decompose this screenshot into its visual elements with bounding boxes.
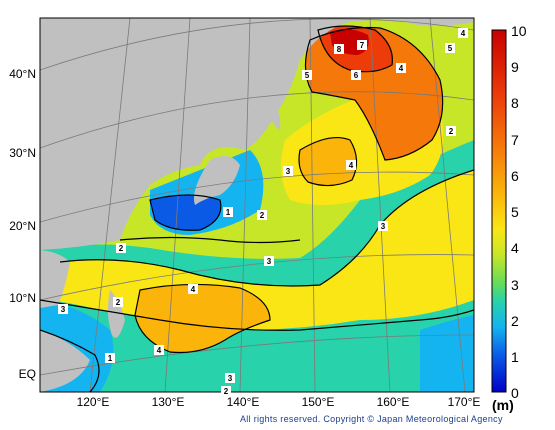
contour-label: 4: [191, 285, 196, 294]
latitude-label: 20°N: [9, 219, 36, 233]
contour-label-box: [188, 284, 198, 294]
contour-label: 1: [108, 354, 113, 363]
contour-label-box: [154, 345, 164, 355]
graticule: [40, 18, 474, 392]
contour-label-box: [223, 207, 233, 217]
japan-land: [194, 156, 240, 205]
contour-label: 3: [228, 374, 233, 383]
contour-label: 7: [360, 41, 365, 50]
contour-label-box: [446, 126, 456, 136]
contour-label: 2: [116, 298, 121, 307]
wave-region-blue-deep: [150, 195, 221, 231]
contour-label: 4: [461, 29, 466, 38]
colorbar: [491, 29, 507, 393]
philippines-land: [107, 290, 125, 338]
latitude-label: 10°N: [9, 291, 36, 305]
contour-label: 8: [337, 45, 342, 54]
contour-label: 5: [448, 44, 453, 53]
longitude-label: 140°E: [227, 395, 260, 409]
colorbar-tick: 10: [511, 23, 527, 39]
colorbar-tick: 7: [511, 132, 519, 148]
latitude-label: 30°N: [9, 146, 36, 160]
contour-label-box: [221, 386, 231, 396]
contour-label: 2: [224, 387, 229, 396]
colorbar-tick: 9: [511, 59, 519, 75]
contour-label-box: [225, 373, 235, 383]
copyright-credit: All rights reserved. Copyright © Japan M…: [240, 414, 503, 424]
colorbar-tick: 6: [511, 168, 519, 184]
contour-label-box: [334, 44, 344, 54]
contour-label-box: [105, 353, 115, 363]
contour-label: 4: [349, 161, 354, 170]
contour-label-box: [116, 243, 126, 253]
wave-region-orange-central: [299, 137, 357, 186]
colorbar-unit: (m): [492, 397, 514, 413]
contour-label: 3: [286, 167, 291, 176]
contour-label-box: [58, 304, 68, 314]
contour-label: 2: [119, 244, 124, 253]
contour-label-box: [445, 43, 455, 53]
colorbar-tick: 1: [511, 349, 519, 365]
longitude-label: 160°E: [377, 395, 410, 409]
colorbar-tick: 5: [511, 204, 519, 220]
contour-label-box: [113, 297, 123, 307]
contour-label: 2: [260, 211, 265, 220]
contour-label: 2: [449, 127, 454, 136]
longitude-label: 120°E: [77, 395, 110, 409]
contour-label: 6: [354, 71, 359, 80]
colorbar-ticks: 10 9 8 7 6 5 4 3 2 1 0: [511, 23, 527, 401]
contour-label-box: [458, 28, 468, 38]
contour-label: 3: [61, 305, 66, 314]
indochina-land: [40, 250, 70, 308]
colorbar-tick: 2: [511, 313, 519, 329]
map-frame: [39, 17, 475, 393]
contour-label: 3: [267, 257, 272, 266]
contour-label: 4: [399, 64, 404, 73]
contour-label-box: [396, 63, 406, 73]
contour-label: 3: [381, 222, 386, 231]
latitude-label: 40°N: [9, 67, 36, 81]
map-panel: [40, 18, 474, 392]
contour-labels: 8 7 6 5 4 4 5 2 4 3 3 2 1 2 3 4 3 2 1: [58, 28, 468, 396]
contour-label-box: [283, 166, 293, 176]
contour-label-box: [346, 160, 356, 170]
longitude-label: 170°E: [448, 395, 481, 409]
asian-landmass: [40, 18, 474, 250]
colorbar-tick: 3: [511, 277, 519, 293]
contour-label: 1: [226, 208, 231, 217]
contour-label: 5: [305, 71, 310, 80]
colorbar-tick: 8: [511, 95, 519, 111]
contour-label-box: [378, 221, 388, 231]
contour-label-box: [351, 70, 361, 80]
longitude-label: 150°E: [302, 395, 335, 409]
contour-label-box: [264, 256, 274, 266]
colorbar-tick: 4: [511, 240, 519, 256]
wave-contours: [40, 25, 474, 392]
colorbar-tick: 0: [511, 385, 519, 401]
longitude-label: 130°E: [152, 395, 185, 409]
wave-region-blue-east: [420, 315, 474, 392]
contour-label: 4: [157, 346, 162, 355]
contour-label-box: [357, 40, 367, 50]
latitude-label: EQ: [19, 367, 36, 381]
sakhalin-land: [268, 100, 281, 130]
contour-label-box: [257, 210, 267, 220]
contour-label-box: [302, 70, 312, 80]
borneo-land: [40, 330, 90, 392]
